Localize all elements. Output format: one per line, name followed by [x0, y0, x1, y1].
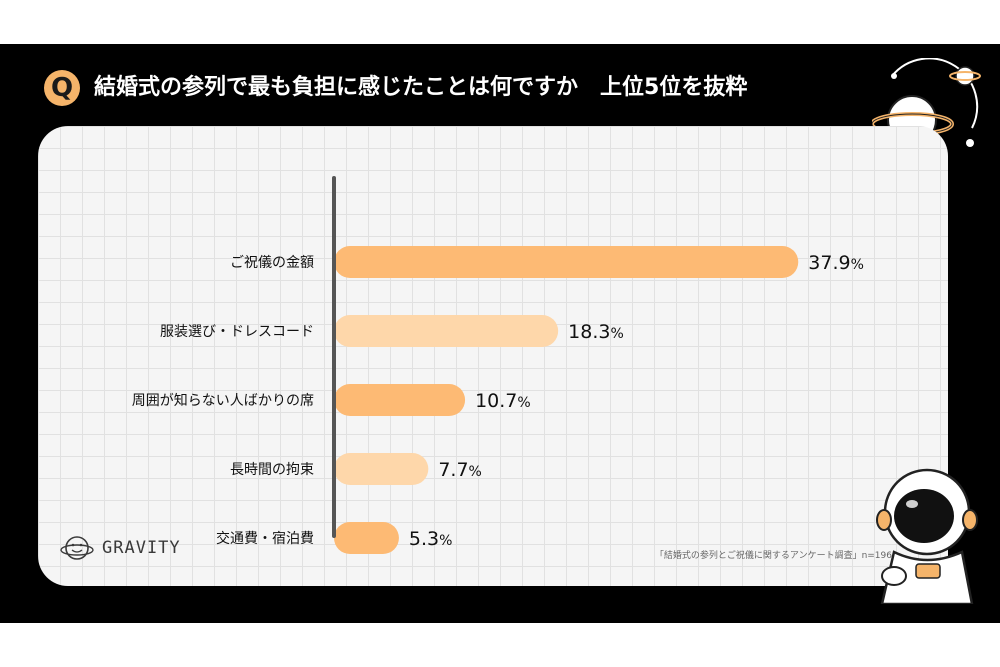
bar-1	[334, 246, 799, 278]
bar-4	[334, 453, 429, 485]
bar-3	[334, 384, 466, 416]
title-subtitle: 上位5位を抜粋	[600, 75, 748, 100]
value-label: 18.3%	[568, 321, 624, 343]
source-note: 「結婚式の参列とご祝儀に関するアンケート調査」n=196	[654, 551, 892, 561]
bar-5	[334, 522, 399, 554]
value-label: 5.3%	[409, 528, 453, 550]
category-label: 交通費・宿泊費	[216, 530, 314, 547]
brand-logo: GRAVITY	[60, 531, 181, 565]
bar-chart: ご祝儀の金額 37.9% 服装選び・ドレスコード 18.3% 周囲が知らない人ばかりの席…	[132, 176, 864, 554]
value-label: 7.7%	[438, 459, 482, 481]
astronaut-icon	[876, 468, 978, 604]
value-label: 37.9%	[808, 252, 864, 274]
chart-panel: ご祝儀の金額 37.9% 服装選び・ドレスコード 18.3% 周囲が知らない人ばかりの席…	[38, 126, 948, 586]
question-badge: Q	[44, 70, 80, 106]
category-label: ご祝儀の金額	[230, 255, 314, 271]
gravity-logo-icon	[60, 536, 94, 560]
slide: Q 結婚式の参列で最も負担に感じたことは何ですか 上位5位を抜粋 ご祝儀の金額 37…	[0, 44, 1000, 623]
brand-name: GRAVITY	[102, 538, 181, 558]
value-label: 10.7%	[475, 390, 531, 412]
bar-2	[334, 315, 559, 347]
page-title: 結婚式の参列で最も負担に感じたことは何ですか 上位5位を抜粋	[94, 68, 854, 108]
category-label: 周囲が知らない人ばかりの席	[132, 392, 314, 409]
question-text: 結婚式の参列で最も負担に感じたことは何ですか	[94, 75, 579, 100]
category-label: 服装選び・ドレスコード	[160, 324, 314, 340]
category-label: 長時間の拘束	[230, 462, 314, 478]
